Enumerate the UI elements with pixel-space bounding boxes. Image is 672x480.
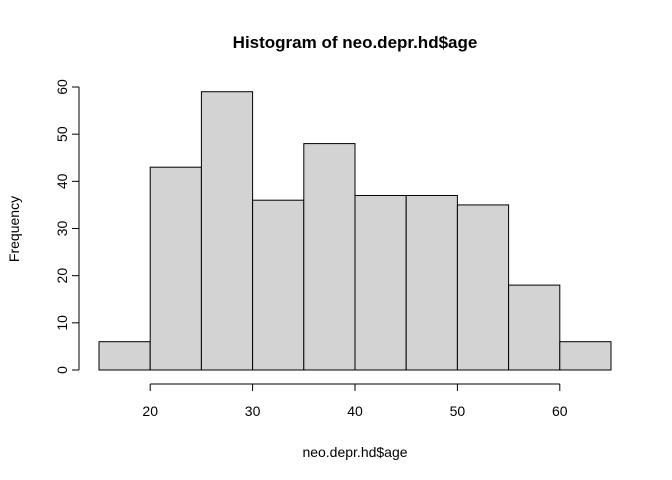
histogram-bar [200, 91, 254, 371]
chart-title: Histogram of neo.depr.hd$age [233, 33, 478, 52]
histogram-bar [559, 341, 612, 371]
y-tick-label: 0 [54, 366, 70, 374]
x-axis: 20 30 40 50 60 [142, 383, 568, 419]
histogram-bar [405, 194, 458, 371]
histogram-bar [252, 199, 305, 371]
y-tick-label: 60 [54, 79, 70, 95]
x-tick-label: 50 [450, 403, 466, 419]
histogram-bar [149, 166, 202, 371]
x-tick-label: 20 [142, 403, 158, 419]
x-tick-label: 30 [245, 403, 261, 419]
x-axis-label: neo.depr.hd$age [302, 444, 407, 460]
y-tick-label: 10 [54, 315, 70, 331]
histogram-bar [508, 284, 561, 371]
y-tick-label: 50 [54, 126, 70, 142]
y-axis: 0 10 20 30 40 50 60 [54, 79, 80, 374]
histogram-bar [303, 143, 356, 371]
y-tick-label: 40 [54, 173, 70, 189]
x-tick-label: 60 [552, 403, 568, 419]
histogram-bar [98, 341, 151, 371]
histogram-bar [456, 204, 510, 371]
y-tick-label: 20 [54, 268, 70, 284]
y-tick-label: 30 [54, 221, 70, 237]
x-tick-label: 40 [347, 403, 363, 419]
y-axis-label: Frequency [6, 196, 22, 262]
bars [98, 91, 612, 371]
histogram-bar [354, 194, 407, 371]
